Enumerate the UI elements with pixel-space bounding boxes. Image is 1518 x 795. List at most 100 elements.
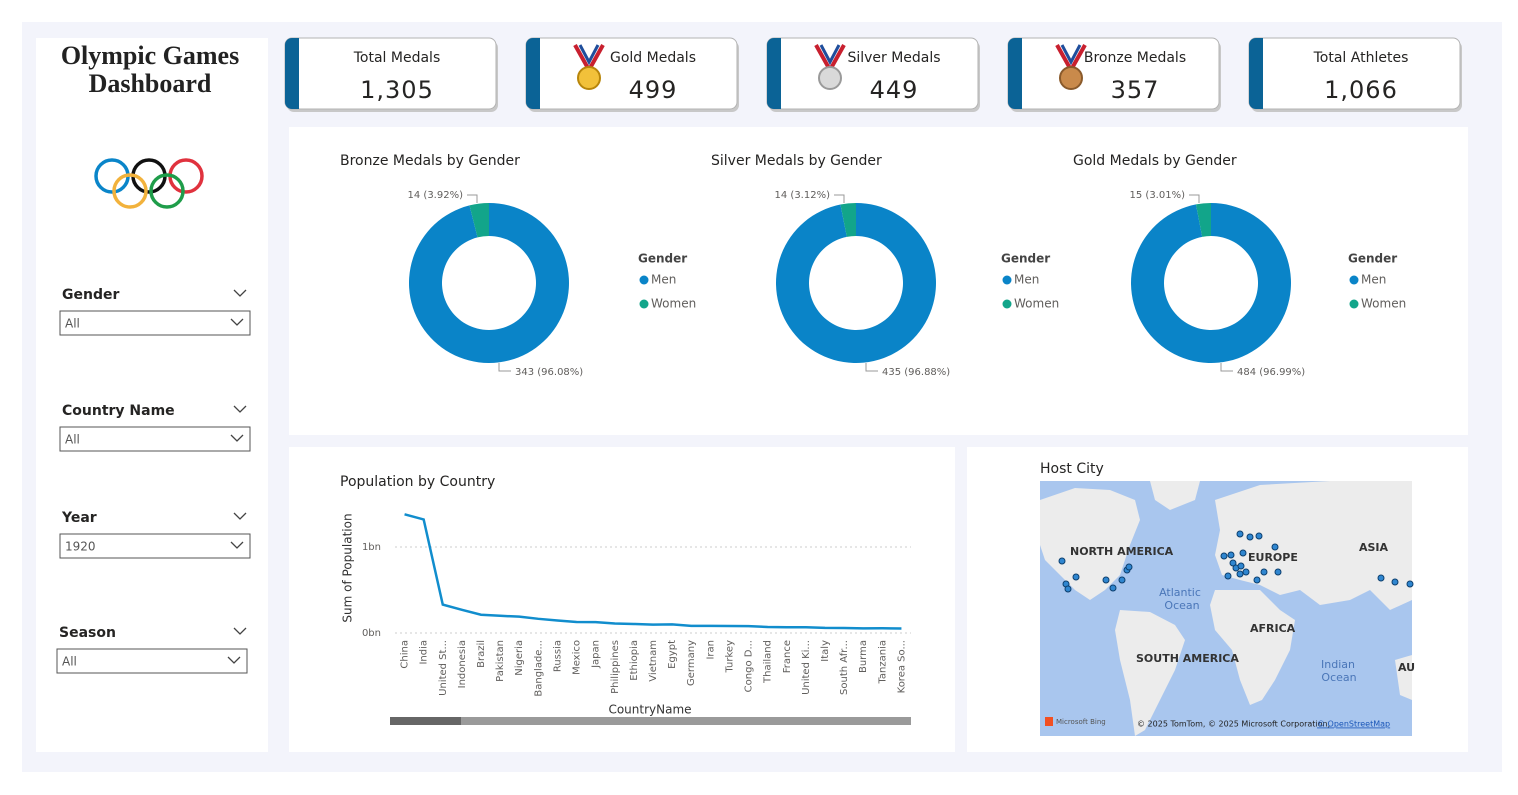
side-panel [36, 38, 268, 752]
legend-title: Gender [1348, 252, 1397, 266]
leader-line [1220, 363, 1233, 372]
x-tick-label: Tanzania [877, 640, 888, 685]
x-tick-label: China [400, 640, 411, 669]
chevron [230, 541, 244, 549]
legend-title: Gender [1001, 252, 1050, 266]
map-label: Ocean [1164, 599, 1199, 612]
legend-entry[interactable]: Women [1361, 297, 1406, 311]
legend-entry[interactable]: Men [1361, 273, 1386, 287]
medal-ribbon [1060, 44, 1082, 66]
filter-dropdown[interactable]: All [59, 426, 251, 452]
x-axis-label: CountryName [608, 703, 691, 717]
x-tick-label: Nigeria [514, 640, 525, 676]
map-attribution: © 2025 TomTom, © 2025 Microsoft Corporat… [1137, 720, 1330, 729]
kpi-accent [526, 38, 540, 109]
x-tick-label: Japan [591, 640, 602, 669]
x-tick-label: Ethiopia [629, 640, 640, 681]
chevron [230, 434, 244, 442]
donut-slice [776, 203, 936, 363]
filter-value: 1920 [65, 540, 96, 554]
data-label: 14 (3.92%) [408, 190, 464, 201]
y-tick-label: 0bn [362, 628, 381, 639]
line-panel [289, 447, 955, 752]
filter-value: All [65, 317, 80, 331]
dashboard-title: Olympic Games Dashboard [60, 42, 240, 98]
dropdown-box [59, 310, 251, 336]
legend-entry[interactable]: Women [651, 297, 696, 311]
data-label: 343 (96.08%) [515, 367, 583, 378]
x-tick-label: Turkey [724, 640, 735, 674]
x-tick-label: Thailand [763, 640, 774, 684]
legend-swatch [1002, 299, 1012, 309]
x-tick-label: Egypt [667, 640, 678, 669]
kpi-accent [1249, 38, 1263, 109]
x-tick-label: Philippines [610, 640, 621, 694]
dropdown-box [56, 648, 248, 674]
kpi-label: Total Athletes [1313, 50, 1409, 66]
charts: Bronze Medals by Gender 343 (96.08%) 14 (3… [340, 153, 1406, 725]
x-tick-label: Congo D... [744, 640, 755, 692]
chart-title: Silver Medals by Gender [711, 153, 882, 169]
legend-entry[interactable]: Men [651, 273, 676, 287]
medal-ribbon [578, 44, 600, 66]
donut-slice [408, 203, 569, 364]
legend-entry[interactable]: Women [1014, 297, 1059, 311]
y-axis-label: Sum of Population [341, 513, 355, 622]
olympic-rings [94, 158, 204, 209]
dropdown-box [59, 533, 251, 559]
kpi-accent [1008, 38, 1022, 109]
filter-dropdown[interactable]: All [59, 310, 251, 336]
x-tick-label: Indonesia [457, 640, 468, 688]
map-label: Atlantic [1159, 586, 1201, 599]
filter-dropdown[interactable]: 1920 [59, 533, 251, 559]
chevron [230, 318, 244, 326]
legend-entry[interactable]: Men [1014, 273, 1039, 287]
x-tick-label: Banglade... [533, 640, 544, 697]
leader-line [498, 363, 511, 372]
chevron [233, 512, 247, 520]
legend-swatch [1349, 299, 1359, 309]
kpi-value: 449 [870, 76, 919, 104]
x-tick-label: Russia [552, 640, 563, 672]
scrollbar-thumb[interactable] [390, 717, 461, 725]
chart-title: Bronze Medals by Gender [340, 153, 520, 169]
map-label: Ocean [1321, 671, 1356, 684]
filter-label: Season [59, 625, 116, 641]
kpi-label: Bronze Medals [1084, 50, 1186, 66]
scrollbar-track[interactable] [390, 717, 911, 725]
donut-slice [1195, 203, 1211, 237]
host-city-dots [1058, 530, 1414, 593]
data-label: 15 (3.01%) [1130, 190, 1186, 201]
medal [577, 66, 601, 90]
data-label: 435 (96.88%) [882, 367, 950, 378]
legend-swatch [1349, 275, 1359, 285]
x-tick-label: Mexico [572, 640, 583, 675]
map-label: EUROPE [1248, 551, 1298, 564]
medal-ribbon [819, 44, 841, 66]
filter-dropdown[interactable]: All [56, 648, 248, 674]
chart-title: Population by Country [340, 474, 495, 490]
x-tick-label: United Ki... [801, 640, 812, 695]
map-land [1040, 481, 1412, 736]
leader-line [865, 363, 878, 372]
medal [818, 66, 842, 90]
dropdown-box [59, 426, 251, 452]
x-tick-label: United St... [438, 640, 449, 696]
y-tick-label: 1bn [362, 542, 381, 553]
legend-title: Gender [638, 252, 687, 266]
x-tick-label: Germany [686, 640, 697, 686]
line [404, 513, 902, 630]
legend-swatch [639, 275, 649, 285]
kpi-value: 499 [629, 76, 678, 104]
title-box: Olympic Games Dashboard [60, 42, 240, 98]
map[interactable]: NORTH AMERICA EUROPE ASIA AFRICA SOUTH A… [1040, 481, 1415, 736]
map-label: AU [1398, 661, 1415, 674]
bing-logo [1045, 717, 1053, 726]
map-attribution-link[interactable]: © OpenStreetMap [1317, 720, 1390, 729]
filter-value: All [65, 433, 80, 447]
x-tick-label: South Afr... [839, 640, 850, 695]
donut-slice [840, 203, 856, 237]
kpi-cards: Total Medals 1,305 Gold Medals 499 Silver Me… [284, 37, 1462, 112]
x-tick-label: France [782, 640, 793, 673]
